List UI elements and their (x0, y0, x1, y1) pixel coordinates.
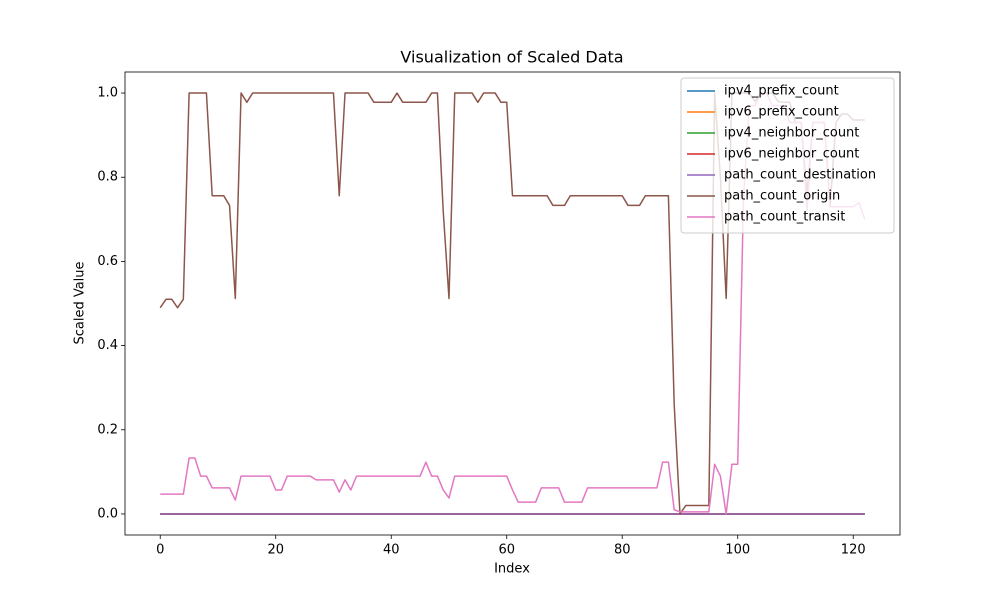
y-tick-label: 0.6 (97, 254, 118, 269)
y-tick-label: 0.0 (97, 506, 118, 521)
legend-label: ipv4_neighbor_count (724, 126, 859, 141)
x-tick-label: 60 (498, 543, 515, 558)
axes-frame (124, 71, 901, 536)
legend-label: path_count_origin (724, 189, 840, 204)
y-tick-label: 0.8 (97, 170, 118, 185)
x-axis-label: Index (494, 562, 530, 577)
chart-title: Visualization of Scaled Data (400, 48, 623, 67)
x-tick-label: 120 (841, 543, 866, 558)
y-axis-label: Scaled Value (73, 261, 88, 344)
legend-label: ipv6_neighbor_count (724, 147, 859, 162)
legend: ipv4_prefix_count ipv6_prefix_count ipv4_n… (680, 77, 895, 234)
legend-label: path_count_transit (724, 210, 845, 225)
x-tick-label: 40 (383, 543, 400, 558)
x-tick-label: 100 (725, 543, 750, 558)
x-tick-label: 20 (267, 543, 284, 558)
y-tick-label: 0.2 (97, 422, 118, 437)
legend-box (680, 77, 895, 234)
x-tick-label: 0 (156, 543, 164, 558)
legend-label: ipv4_prefix_count (724, 84, 839, 99)
y-tick-label: 1.0 (97, 86, 118, 101)
y-tick-label: 0.4 (97, 338, 118, 353)
x-tick-label: 80 (614, 543, 631, 558)
legend-label: ipv6_prefix_count (724, 105, 839, 120)
legend-label: path_count_destination (724, 168, 876, 183)
